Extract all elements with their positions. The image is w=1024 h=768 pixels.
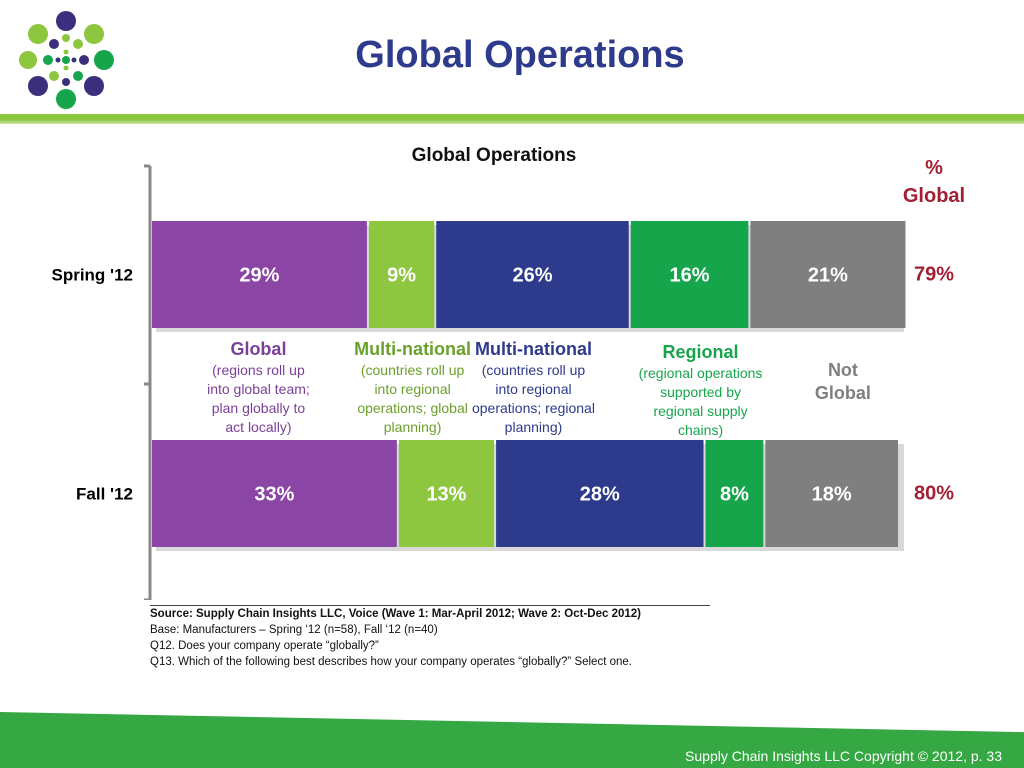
category-label: Fall '12 (76, 485, 133, 504)
data-label: 33% (254, 484, 294, 506)
legend-description: operations; global (357, 400, 468, 416)
company-logo (8, 6, 120, 115)
data-label: 21% (808, 265, 848, 287)
stacked-bar-chart: Global Operations% Global Spring '12 29% 9% 2… (51, 145, 965, 600)
pct-global-value: 79% (914, 264, 954, 286)
footer-copyright: Supply Chain Insights LLC Copyright © 20… (685, 748, 1002, 764)
legend-description: (regional operations (639, 365, 763, 381)
source-notes: Source: Supply Chain Insights LLC, Voice… (150, 605, 710, 670)
question-line: Q12. Does your company operate “globally… (150, 640, 379, 652)
question-line: Q13. Which of the following best describ… (150, 656, 632, 668)
category-label: Spring '12 (51, 266, 133, 285)
source-line: Source: Supply Chain Insights LLC, Voice… (150, 605, 710, 622)
legend-description: supported by (660, 384, 741, 400)
legend-description: into global team; (207, 381, 310, 397)
legend-description: act locally) (225, 419, 291, 435)
bar-segment (152, 440, 397, 547)
legend-description: plan globally to (212, 400, 306, 416)
bar-segment (436, 221, 629, 328)
base-line: Base: Manufacturers – Spring ‘12 (n=58),… (150, 624, 438, 636)
data-label: 13% (426, 484, 466, 506)
data-label: 28% (580, 484, 620, 506)
bar-segment (398, 440, 495, 547)
bar-segment (630, 221, 749, 328)
legend-title: Regional (663, 342, 739, 362)
legend-title: Global (815, 383, 871, 403)
chart-title: Global Operations (412, 145, 577, 166)
legend-description: planning) (384, 419, 442, 435)
legend-title: Not (828, 360, 858, 380)
legend-title: Multi-national (475, 339, 592, 359)
legend-description: planning) (505, 419, 563, 435)
pct-global-header: Global (903, 185, 965, 207)
bar-segment (765, 440, 898, 547)
data-label: 8% (720, 484, 749, 506)
legend-title: Global (230, 339, 286, 359)
legend-description: into regional (495, 381, 571, 397)
legend-description: chains) (678, 422, 723, 438)
data-label: 9% (387, 265, 416, 287)
pct-global-header: % (925, 157, 943, 179)
legend-description: (countries roll up (482, 362, 586, 378)
legend-title: Multi-national (354, 339, 471, 359)
title-divider (0, 114, 1024, 124)
legend-description: (countries roll up (361, 362, 465, 378)
bar-segment (368, 221, 435, 328)
legend-description: operations; regional (472, 400, 595, 416)
bar-segment (152, 221, 367, 328)
data-label: 26% (512, 265, 552, 287)
legend-description: regional supply (653, 403, 747, 419)
bar-segment (496, 440, 704, 547)
legend-description: (regions roll up (212, 362, 305, 378)
bar-segment (750, 221, 906, 328)
legend-description: into regional (374, 381, 450, 397)
data-label: 29% (239, 265, 279, 287)
data-label: 16% (670, 265, 710, 287)
data-label: 18% (812, 484, 852, 506)
slide-title: Global Operations (355, 34, 685, 76)
bar-segment (705, 440, 764, 547)
pct-global-value: 80% (914, 483, 954, 505)
